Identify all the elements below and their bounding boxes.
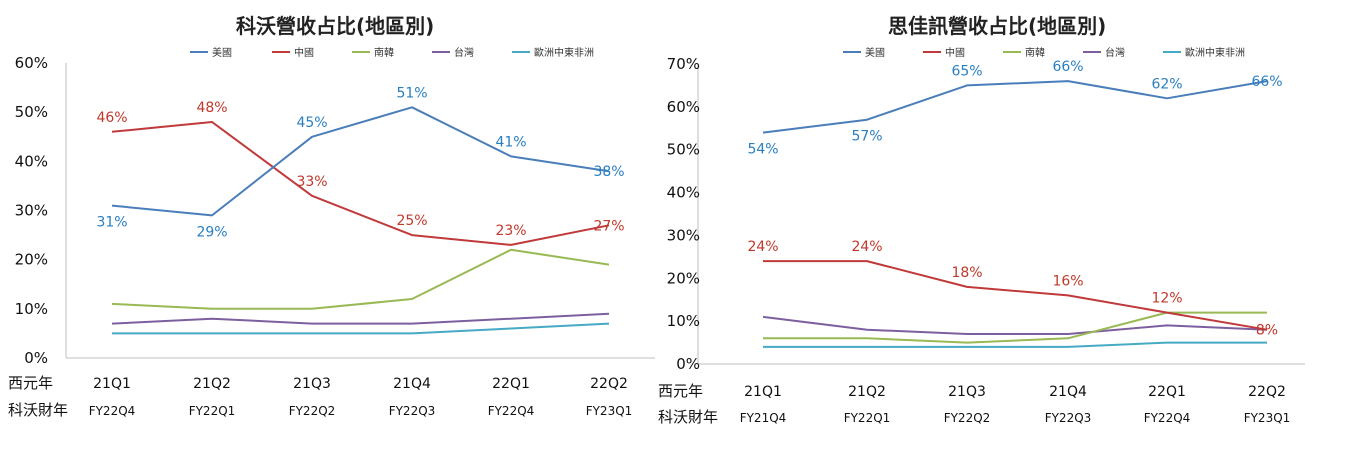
x-tick-label-right: 22Q1 bbox=[1148, 384, 1186, 400]
data-label-right: 65% bbox=[951, 63, 982, 79]
data-label-left: 25% bbox=[396, 213, 427, 229]
x-tick-label-secondary-left: FY22Q3 bbox=[389, 404, 436, 418]
legend-label-left: 台灣 bbox=[454, 46, 474, 59]
series-line-right bbox=[762, 315, 1268, 335]
y-tick-label-left: 10% bbox=[15, 300, 48, 318]
data-label-right: 24% bbox=[747, 239, 778, 255]
chart-right: 0% 10% 20% 30% 40% 50% 60% 70% 21Q1 21Q2 21Q3 21Q4 2… bbox=[658, 46, 1305, 426]
x-tick-label-right: 22Q2 bbox=[1248, 384, 1286, 400]
y-tick-label-left: 30% bbox=[15, 202, 48, 220]
x-tick-label-secondary-right: FY23Q1 bbox=[1244, 411, 1291, 425]
x-tick-label-secondary-right: FY22Q2 bbox=[944, 411, 991, 425]
y-tick-label-right: 50% bbox=[667, 141, 700, 159]
data-label-right: 57% bbox=[851, 129, 882, 145]
series-line-right bbox=[763, 341, 1267, 348]
x-tick-label-left: 21Q2 bbox=[193, 376, 231, 392]
data-label-left: 45% bbox=[296, 115, 327, 131]
data-label-left: 41% bbox=[495, 134, 526, 150]
data-label-left: 27% bbox=[593, 218, 624, 234]
y-tick-label-left: 20% bbox=[15, 251, 48, 269]
row-label-year-right: 西元年 bbox=[658, 382, 703, 400]
data-label-left: 38% bbox=[593, 164, 624, 180]
series-line-right bbox=[762, 80, 1268, 134]
chart-title-left: 科沃營收占比(地區別) bbox=[236, 14, 435, 38]
data-label-right: 54% bbox=[747, 142, 778, 158]
legend-label-left: 南韓 bbox=[374, 46, 394, 59]
y-tick-label-right: 20% bbox=[667, 269, 700, 287]
legend-label-right: 歐洲中東非洲 bbox=[1185, 46, 1245, 59]
legend-label-right: 南韓 bbox=[1025, 46, 1045, 59]
data-label-right: 16% bbox=[1052, 273, 1083, 289]
y-tick-label-left: 0% bbox=[24, 349, 48, 367]
data-label-left: 51% bbox=[396, 85, 427, 101]
chart-left: 0% 10% 20% 30% 40% 50% 60% 21Q1 21Q2 21Q3 21Q4 22Q1… bbox=[8, 46, 655, 419]
y-tick-label-right: 10% bbox=[667, 312, 700, 330]
x-tick-label-secondary-right: FY22Q4 bbox=[1144, 411, 1191, 425]
data-label-left: 29% bbox=[196, 224, 227, 240]
x-tick-label-right: 21Q4 bbox=[1049, 384, 1087, 400]
x-tick-label-right: 21Q3 bbox=[948, 384, 986, 400]
y-tick-label-left: 50% bbox=[15, 103, 48, 121]
x-tick-label-secondary-left: FY22Q1 bbox=[189, 404, 236, 418]
chart-panel-left: 科沃營收占比(地區別) 0% 10% 20% 30% 40% 50% 60% 21Q1 21Q2… bbox=[0, 0, 665, 449]
data-label-right: 24% bbox=[851, 239, 882, 255]
x-tick-label-secondary-left: FY22Q4 bbox=[488, 404, 535, 418]
x-tick-label-secondary-right: FY21Q4 bbox=[740, 411, 787, 425]
legend-label-left: 美國 bbox=[212, 46, 232, 59]
data-label-right: 62% bbox=[1151, 76, 1182, 92]
y-tick-label-right: 70% bbox=[667, 55, 700, 73]
x-tick-label-secondary-right: FY22Q3 bbox=[1045, 411, 1092, 425]
chart-panel-right: 思佳訊營收占比(地區別) 0% 10% 20% 30% 40% 50% 60% 70% 21Q1… bbox=[650, 0, 1347, 449]
x-tick-label-secondary-left: FY22Q2 bbox=[289, 404, 336, 418]
data-label-left: 31% bbox=[96, 215, 127, 231]
x-tick-label-secondary-left: FY23Q1 bbox=[586, 404, 633, 418]
x-tick-label-left: 21Q1 bbox=[93, 376, 131, 392]
row-label-fiscal-left: 科沃財年 bbox=[8, 401, 68, 419]
data-label-right: 12% bbox=[1151, 291, 1182, 307]
series-line-left bbox=[112, 322, 610, 335]
y-tick-label-left: 40% bbox=[15, 152, 48, 170]
legend-label-right: 台灣 bbox=[1105, 46, 1125, 59]
data-label-left: 48% bbox=[196, 100, 227, 116]
x-tick-label-left: 22Q2 bbox=[590, 376, 628, 392]
data-label-left: 33% bbox=[296, 174, 327, 190]
data-label-left: 46% bbox=[96, 110, 127, 126]
y-tick-label-left: 60% bbox=[15, 54, 48, 72]
chart-title-right: 思佳訊營收占比(地區別) bbox=[888, 14, 1107, 38]
row-label-year-left: 西元年 bbox=[8, 374, 53, 392]
data-label-right: 66% bbox=[1052, 59, 1083, 75]
x-tick-label-right: 21Q1 bbox=[744, 384, 782, 400]
x-tick-label-secondary-right: FY22Q1 bbox=[844, 411, 891, 425]
series-line-right bbox=[763, 311, 1267, 344]
legend-label-right: 美國 bbox=[865, 46, 885, 59]
legend-label-left: 中國 bbox=[294, 46, 314, 59]
y-tick-label-right: 60% bbox=[667, 98, 700, 116]
x-tick-label-left: 21Q3 bbox=[293, 376, 331, 392]
data-label-left: 23% bbox=[495, 223, 526, 239]
row-label-fiscal-right: 科沃財年 bbox=[658, 408, 718, 426]
y-tick-label-right: 30% bbox=[667, 226, 700, 244]
legend-label-right: 中國 bbox=[945, 46, 965, 59]
series-line-left bbox=[111, 248, 610, 310]
x-tick-label-left: 22Q1 bbox=[492, 376, 530, 392]
x-tick-label-left: 21Q4 bbox=[393, 376, 431, 392]
y-tick-label-right: 0% bbox=[676, 355, 700, 373]
legend-label-left: 歐洲中東非洲 bbox=[534, 46, 594, 59]
series-line-left bbox=[111, 106, 610, 217]
x-tick-label-secondary-left: FY22Q4 bbox=[89, 404, 136, 418]
data-label-right: 8% bbox=[1256, 323, 1278, 339]
series-line-left bbox=[111, 121, 610, 246]
y-tick-label-right: 40% bbox=[667, 184, 700, 202]
series-line-right bbox=[763, 260, 1268, 331]
data-label-right: 66% bbox=[1251, 74, 1282, 90]
series-line-left bbox=[111, 312, 610, 325]
x-tick-label-right: 21Q2 bbox=[848, 384, 886, 400]
data-label-right: 18% bbox=[951, 265, 982, 281]
